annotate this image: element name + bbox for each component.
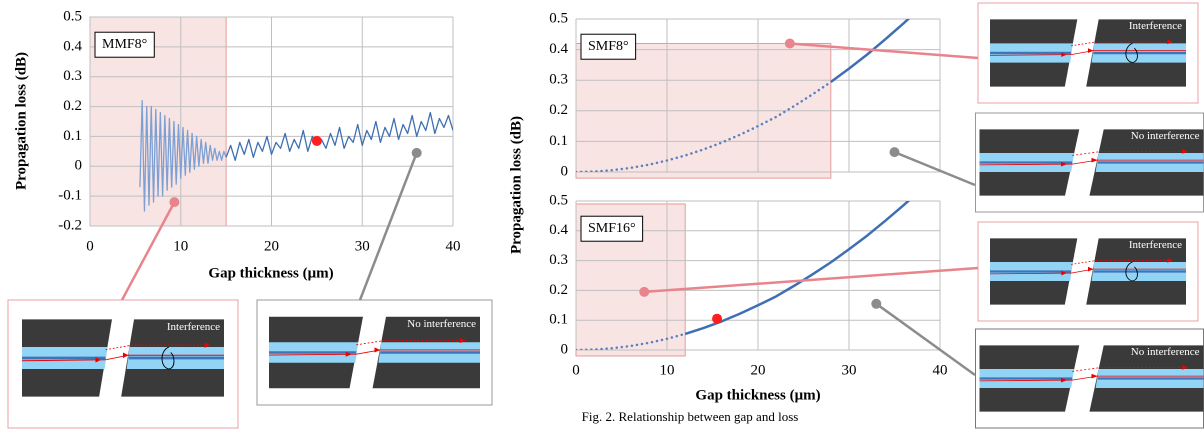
x-tick-label: 10: [173, 238, 188, 254]
x-tick-label: 10: [660, 362, 675, 378]
inset-label: Interference: [167, 321, 220, 333]
connector: [120, 201, 176, 301]
x-axis-label: Gap thickness (μm): [208, 265, 333, 281]
y-tick-label: 0.1: [549, 312, 568, 328]
y-axis-label: Propagation loss (dB): [508, 116, 524, 254]
x-tick-label: 20: [264, 238, 279, 254]
connector: [644, 266, 979, 294]
y-tick-label: 0.4: [63, 38, 82, 54]
data-line: [576, 332, 687, 350]
x-tick-label: 20: [751, 362, 766, 378]
chart-label-box: [580, 33, 637, 60]
marker: [889, 147, 900, 158]
x-axis-label: Gap thickness (μm): [695, 387, 820, 403]
y-tick-label: 0.1: [63, 128, 82, 144]
connector: [894, 150, 976, 187]
data-line: [139, 99, 227, 212]
y-tick-label: 0.1: [549, 133, 568, 149]
marker: [411, 147, 422, 158]
y-tick-label: 0: [561, 341, 569, 357]
marker: [639, 286, 650, 297]
x-tick-label: 0: [86, 238, 94, 254]
connector: [875, 302, 976, 377]
marker: [871, 298, 882, 309]
inset-label: Interference: [1129, 239, 1182, 251]
y-tick-label: 0.5: [63, 8, 82, 24]
x-tick-label: 0: [572, 362, 580, 378]
data-line: [576, 80, 833, 172]
inset-label: No interference: [1131, 346, 1200, 358]
y-tick-label: 0.5: [549, 10, 568, 26]
data-line: [830, 19, 911, 84]
inset-label: No interference: [1131, 130, 1200, 142]
y-tick-label: 0.5: [549, 192, 568, 208]
connector: [358, 152, 418, 301]
inset-label: No interference: [407, 318, 476, 330]
x-tick-label: 30: [842, 362, 857, 378]
y-tick-label: -0.1: [58, 188, 82, 204]
y-axis-label: Propagation loss (dB): [13, 52, 29, 190]
data-line: [225, 111, 453, 161]
chart-label: MMF8°: [102, 37, 147, 52]
x-tick-label: 40: [446, 238, 461, 254]
y-tick-label: 0.4: [549, 222, 568, 238]
chart-label: SMF16°: [588, 221, 636, 236]
chart-label-box: [94, 31, 155, 58]
marker: [169, 197, 180, 208]
marker: [784, 38, 795, 49]
chart-label: SMF8°: [588, 39, 629, 54]
y-tick-label: 0.3: [549, 72, 568, 88]
y-tick-label: 0.2: [63, 98, 82, 114]
y-tick-label: 0.4: [549, 41, 568, 57]
inset-label: Interference: [1129, 20, 1182, 32]
connector: [789, 42, 979, 60]
x-tick-label: 40: [933, 362, 948, 378]
y-tick-label: 0.3: [549, 252, 568, 268]
x-tick-label: 30: [355, 238, 370, 254]
y-tick-label: 0.2: [549, 102, 568, 118]
marker: [712, 313, 723, 324]
caption: Fig. 2. Relationship between gap and los…: [582, 409, 799, 424]
y-tick-label: 0.2: [549, 282, 568, 298]
y-tick-label: -0.2: [58, 217, 82, 233]
chart-label-box: [580, 215, 644, 242]
y-tick-label: 0: [561, 163, 569, 179]
marker: [311, 135, 322, 146]
y-tick-label: 0: [75, 158, 83, 174]
y-tick-label: 0.3: [63, 68, 82, 84]
